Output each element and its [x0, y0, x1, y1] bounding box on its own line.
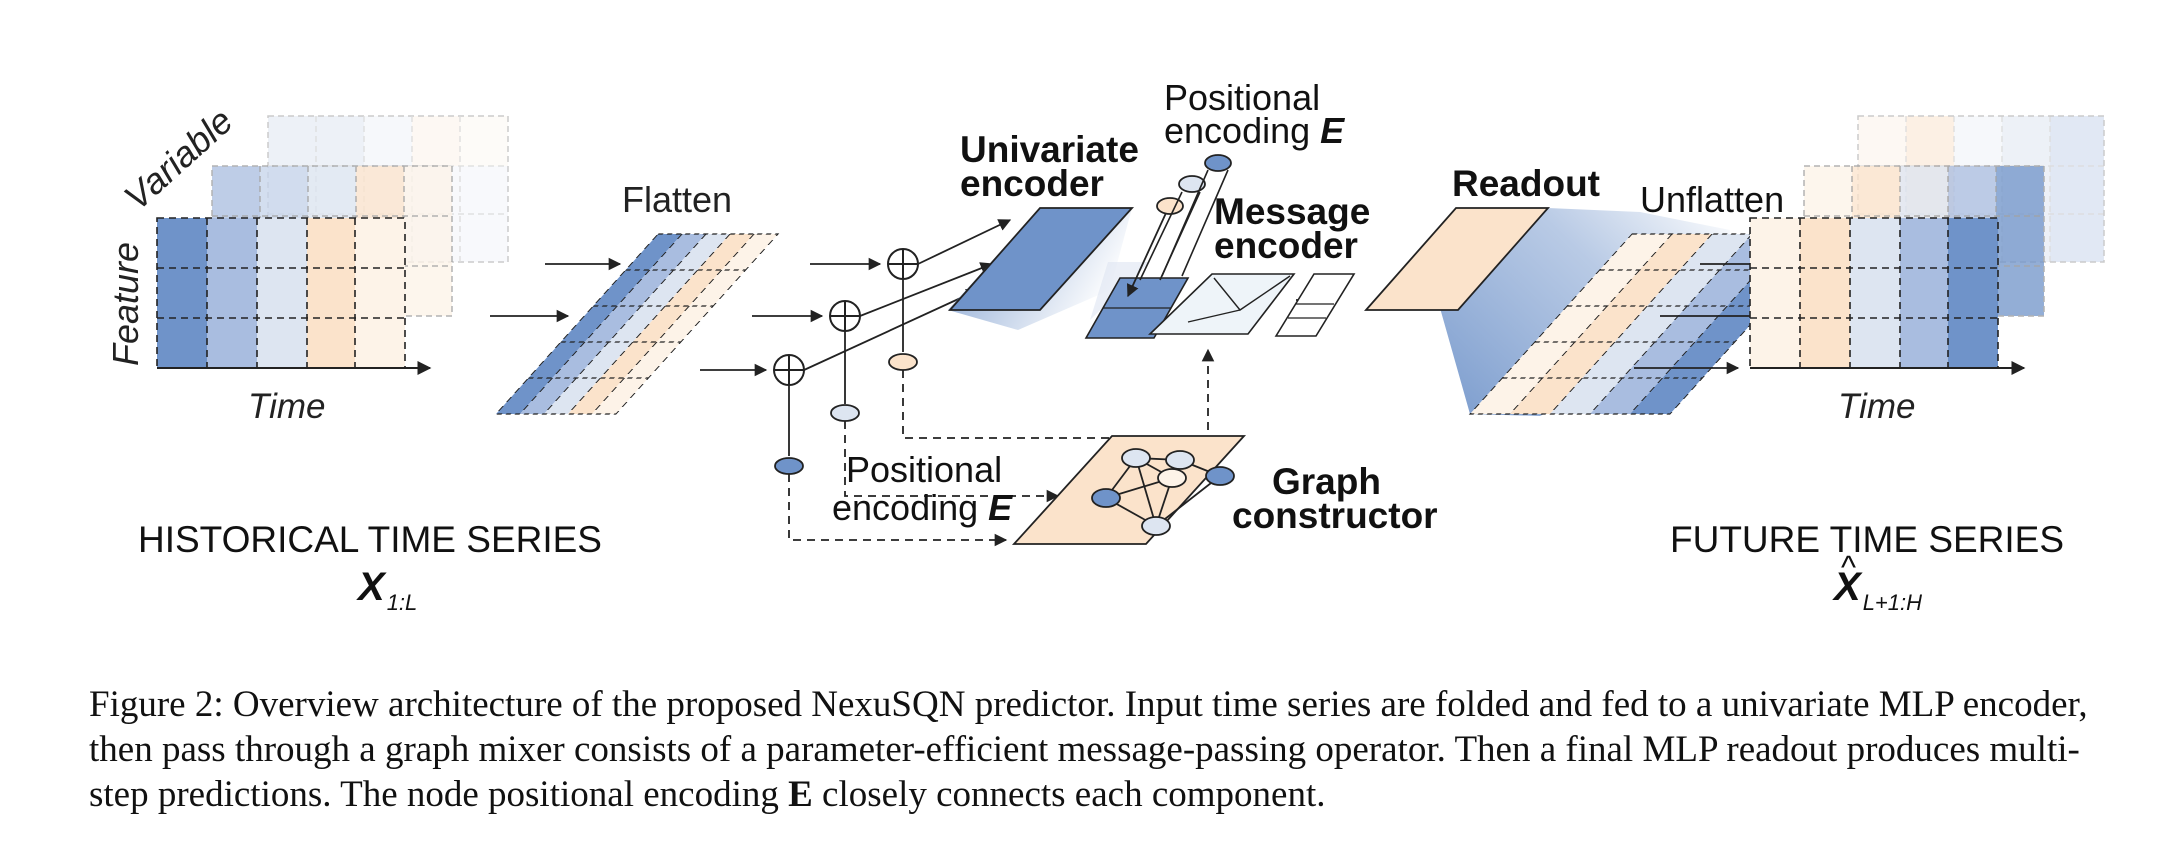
readout-label: Readout [1452, 163, 1600, 204]
positional-tokens-top [1126, 154, 1232, 298]
caption-prefix: Figure 2: Overview architecture of the p… [89, 684, 2088, 815]
future-output-tensor [1749, 115, 2105, 375]
message-encoder-block [1148, 273, 1356, 337]
flattened-stack [494, 233, 780, 415]
graph-constructor-label-2: constructor [1232, 495, 1438, 536]
flatten-label: Flatten [622, 179, 732, 220]
time-axis-left-label: Time [248, 387, 325, 426]
architecture-diagram: Variable Feature Time Flatten [105, 77, 2105, 615]
graph-constructor-block [1011, 435, 1247, 545]
input-to-flatten-arrows [490, 257, 622, 323]
graph-nodes [1091, 448, 1235, 536]
message-encoder-label-1: Message [1214, 191, 1370, 232]
future-title: FUTURE TIME SERIES [1670, 519, 2064, 560]
message-encoder-label-2: encoder [1214, 225, 1358, 266]
future-hat: ^ [1841, 549, 1856, 585]
future-symbol: XL+1:H [1832, 565, 1922, 615]
time-axis-right-label: Time [1838, 387, 1915, 426]
historical-x: X [356, 565, 387, 609]
positional-encoding-top-label-1: Positional [1164, 77, 1320, 118]
future-subscript: L+1:H [1863, 590, 1922, 615]
adder-top [887, 248, 919, 280]
flatten-to-adder-arrows [700, 257, 882, 377]
adder-middle [829, 300, 861, 332]
positional-encoding-bottom-label-2: encoding E [832, 487, 1013, 528]
historical-title: HISTORICAL TIME SERIES [138, 519, 602, 560]
adder-bottom [773, 354, 805, 386]
feature-axis-label: Feature [105, 242, 146, 366]
historical-symbol: X1:L [356, 565, 417, 615]
caption-symbol: E [788, 774, 813, 815]
unflattened-stack [1468, 233, 1834, 415]
positional-encoding-top-word: encoding [1164, 110, 1310, 151]
positional-encoding-bottom-label-1: Positional [846, 449, 1002, 490]
adder-to-encoder-arrows [803, 219, 1012, 371]
univariate-encoder-label-2: encoder [960, 163, 1104, 204]
positional-encoding-bottom-word: encoding [832, 487, 978, 528]
graph-constructor-label-1: Graph [1272, 461, 1381, 502]
positional-encoding-bottom-symbol: E [988, 487, 1013, 528]
univariate-encoder-label-1: Univariate [960, 129, 1139, 170]
historical-subscript: 1:L [387, 590, 418, 615]
figure-caption: Figure 2: Overview architecture of the p… [89, 682, 2129, 817]
positional-encoding-top-label-2: encoding E [1164, 110, 1345, 151]
future-x: X [1832, 565, 1863, 609]
positional-encoding-top-symbol: E [1320, 110, 1345, 151]
historical-input-tensor [156, 115, 509, 375]
output-layer-front [1749, 217, 1999, 369]
input-layer-front [156, 217, 406, 369]
caption-suffix: closely connects each component. [812, 774, 1326, 815]
unflatten-label: Unflatten [1640, 179, 1784, 220]
